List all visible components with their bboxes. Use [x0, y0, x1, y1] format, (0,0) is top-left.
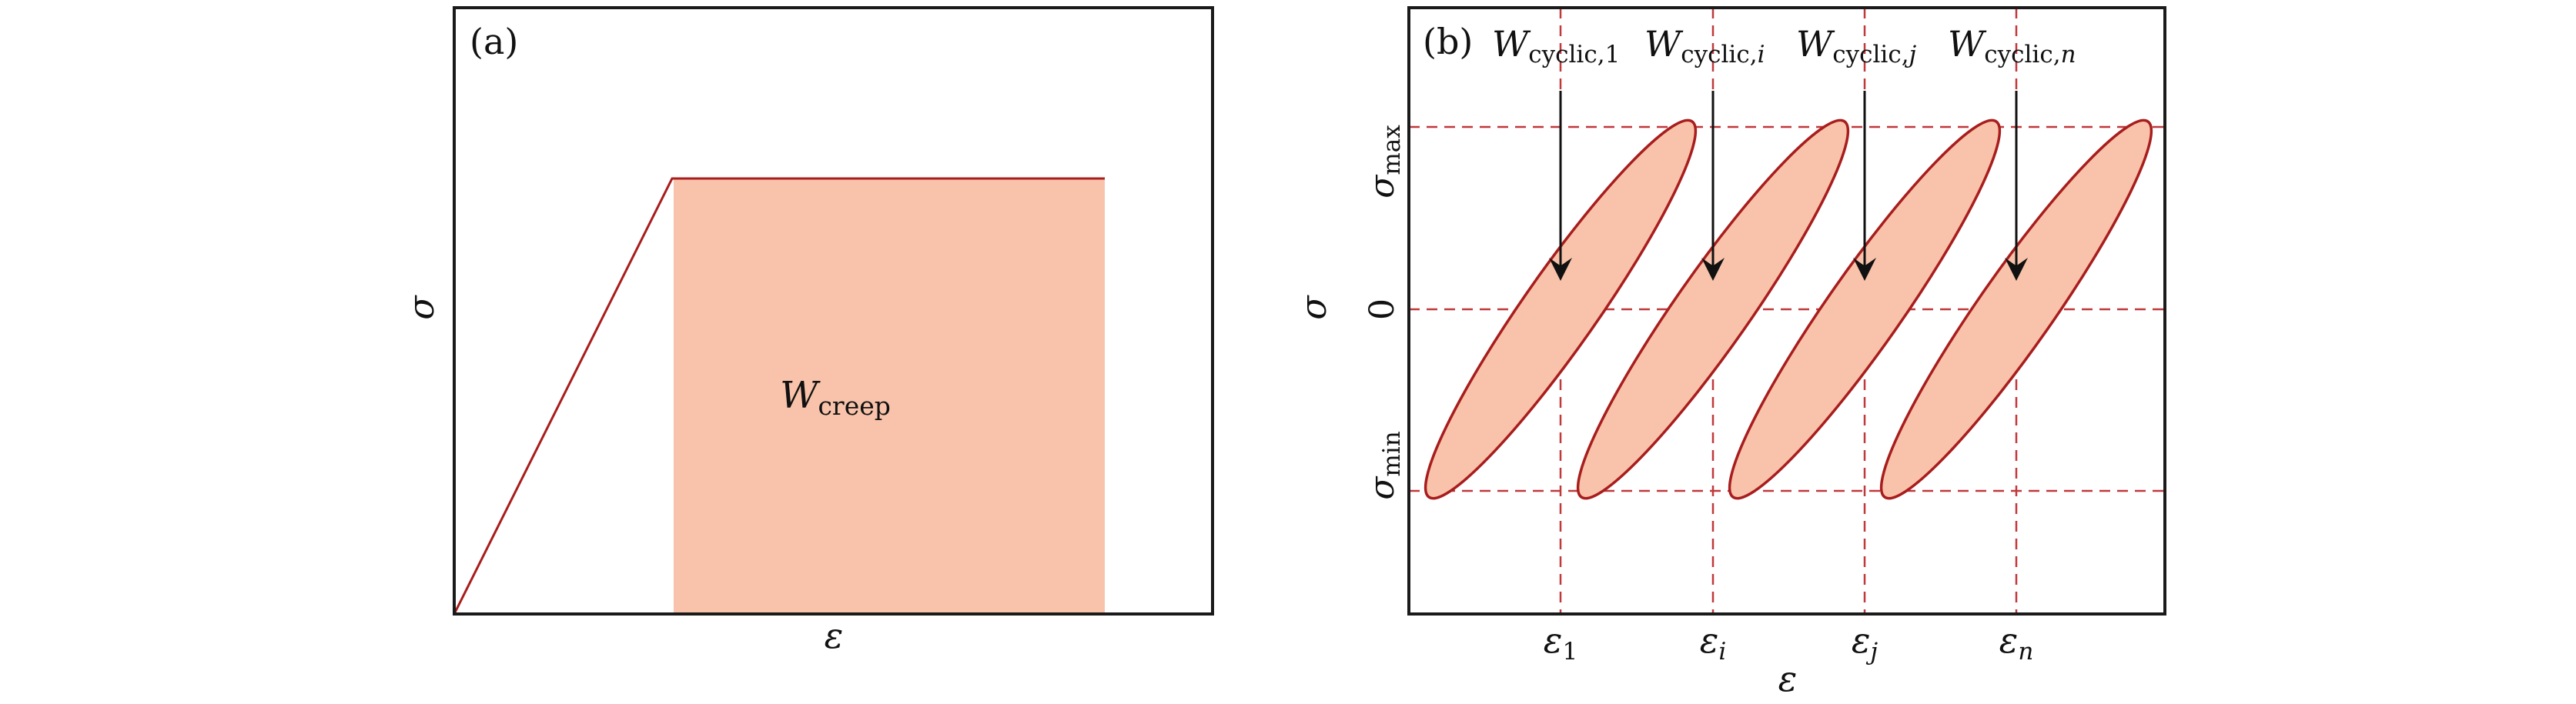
hysteresis-loop-1	[1423, 118, 1698, 500]
x-tick-strain-j-symbol: ε	[1852, 619, 1871, 661]
x-tick-strain-1-symbol: ε	[1544, 619, 1563, 661]
panel-b: (b) Wcyclic,1 Wcyclic,i Wcyclic,j Wcycli…	[1293, 6, 2166, 699]
x-tick-strain-j: εj	[1852, 619, 1878, 666]
panel-b-label: (b)	[1423, 21, 1473, 62]
creep-work-region	[674, 179, 1105, 614]
creep-work-label: Wcreep	[780, 374, 891, 421]
cyclic-work-symbol-i: W	[1644, 23, 1684, 65]
panel-a-y-axis-label: σ	[400, 295, 442, 320]
panel-a-x-axis-label: ε	[825, 615, 844, 656]
panel-a-label: (a)	[470, 21, 518, 62]
x-tick-strain-n: εn	[1999, 619, 2034, 666]
x-tick-strain-n-index: n	[2018, 638, 2033, 666]
panel-a-frame	[453, 6, 1214, 616]
cyclic-work-subscript-1: cyclic,	[1528, 41, 1604, 68]
creep-work-subscript: creep	[818, 391, 890, 421]
x-tick-strain-i-index: i	[1718, 638, 1726, 666]
hysteresis-loop-j	[1728, 118, 2002, 500]
cyclic-work-index-1: 1	[1605, 41, 1621, 68]
y-tick-zero: 0	[1363, 299, 1402, 320]
stress-strain-curve	[453, 177, 1105, 615]
cyclic-work-subscript-i: cyclic,	[1681, 41, 1757, 68]
cyclic-work-label-n: Wcyclic,n	[1948, 23, 2076, 68]
panel-b-x-axis-label: ε	[1778, 658, 1798, 699]
y-tick-sigma-max: σmax	[1363, 125, 1406, 199]
x-tick-strain-i-symbol: ε	[1700, 619, 1719, 661]
hysteresis-loop-i	[1576, 118, 1850, 500]
hysteresis-loop-n	[1879, 118, 2153, 500]
cyclic-work-subscript-j: cyclic,	[1832, 41, 1909, 68]
y-tick-sigma-max-symbol: σ	[1363, 174, 1402, 199]
panel-b-y-axis-label: σ	[1293, 295, 1334, 320]
x-tick-strain-i: εi	[1700, 619, 1727, 666]
y-tick-sigma-min-subscript: min	[1378, 431, 1406, 476]
y-tick-sigma-min: σmin	[1363, 431, 1406, 499]
cyclic-work-label-1: Wcyclic,1	[1492, 23, 1620, 68]
cyclic-work-index-n: n	[2061, 41, 2076, 68]
cyclic-work-label-j: Wcyclic,j	[1796, 23, 1917, 68]
cyclic-work-subscript-n: cyclic,	[1984, 41, 2060, 68]
y-tick-sigma-max-subscript: max	[1378, 125, 1406, 175]
cyclic-work-index-i: i	[1758, 41, 1765, 68]
y-tick-sigma-min-symbol: σ	[1363, 475, 1402, 500]
x-tick-strain-1-index: 1	[1562, 638, 1577, 666]
creep-work-symbol: W	[780, 374, 821, 417]
x-tick-strain-n-symbol: ε	[1999, 619, 2019, 661]
panel-b-frame	[1407, 6, 2166, 616]
cyclic-work-label-i: Wcyclic,i	[1644, 23, 1765, 68]
cyclic-work-symbol-n: W	[1948, 23, 1987, 65]
cyclic-work-symbol-j: W	[1796, 23, 1835, 65]
panel-a: (a) σ ε Wcreep	[400, 6, 1214, 656]
cyclic-work-symbol-1: W	[1492, 23, 1531, 65]
x-tick-strain-1: ε1	[1544, 619, 1577, 666]
